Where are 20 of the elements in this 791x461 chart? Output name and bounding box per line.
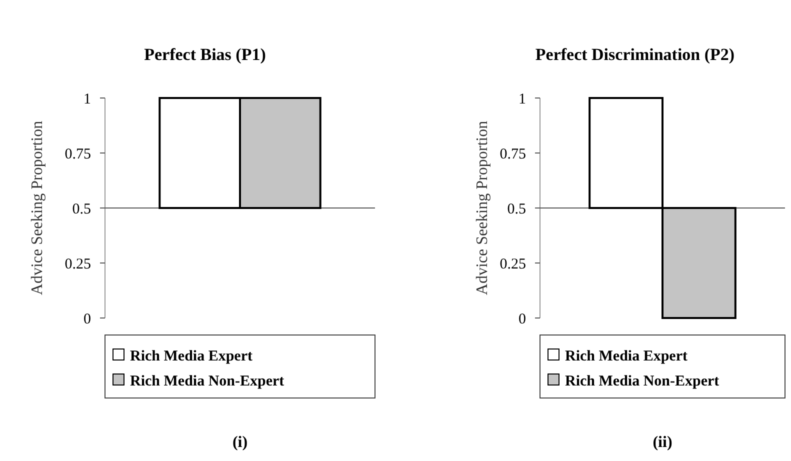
y-tick-label: 1	[84, 91, 91, 108]
y-axis-title: Advice Seeking Proportion	[29, 120, 46, 296]
legend-label: Rich Media Non-Expert	[130, 373, 284, 390]
text: (ii)	[652, 434, 672, 451]
y-tick-label: 0.25	[64, 256, 91, 272]
y-tick-label: 1	[518, 91, 526, 108]
y-tick-label: 0.75	[64, 146, 91, 162]
legend-label: Rich Media Expert	[130, 348, 252, 364]
y-tick-label: 0.75	[500, 146, 526, 162]
text: (i)	[232, 434, 248, 451]
y-tick-label: 0	[518, 311, 526, 328]
y-axis-title: Advice Seeking Proportion	[474, 120, 491, 296]
chart-title: Perfect Discrimination (P2)	[535, 45, 735, 64]
legend-label: Rich Media Non-Expert	[565, 373, 720, 390]
y-tick-label: 0.25	[500, 256, 526, 272]
y-tick-label: 0	[84, 311, 91, 328]
legend-label: Rich Media Expert	[565, 348, 688, 364]
y-tick-label: 0.5	[507, 201, 526, 218]
y-tick-label: 0.5	[72, 201, 91, 218]
chart-title: Perfect Bias (P1)	[144, 45, 266, 64]
